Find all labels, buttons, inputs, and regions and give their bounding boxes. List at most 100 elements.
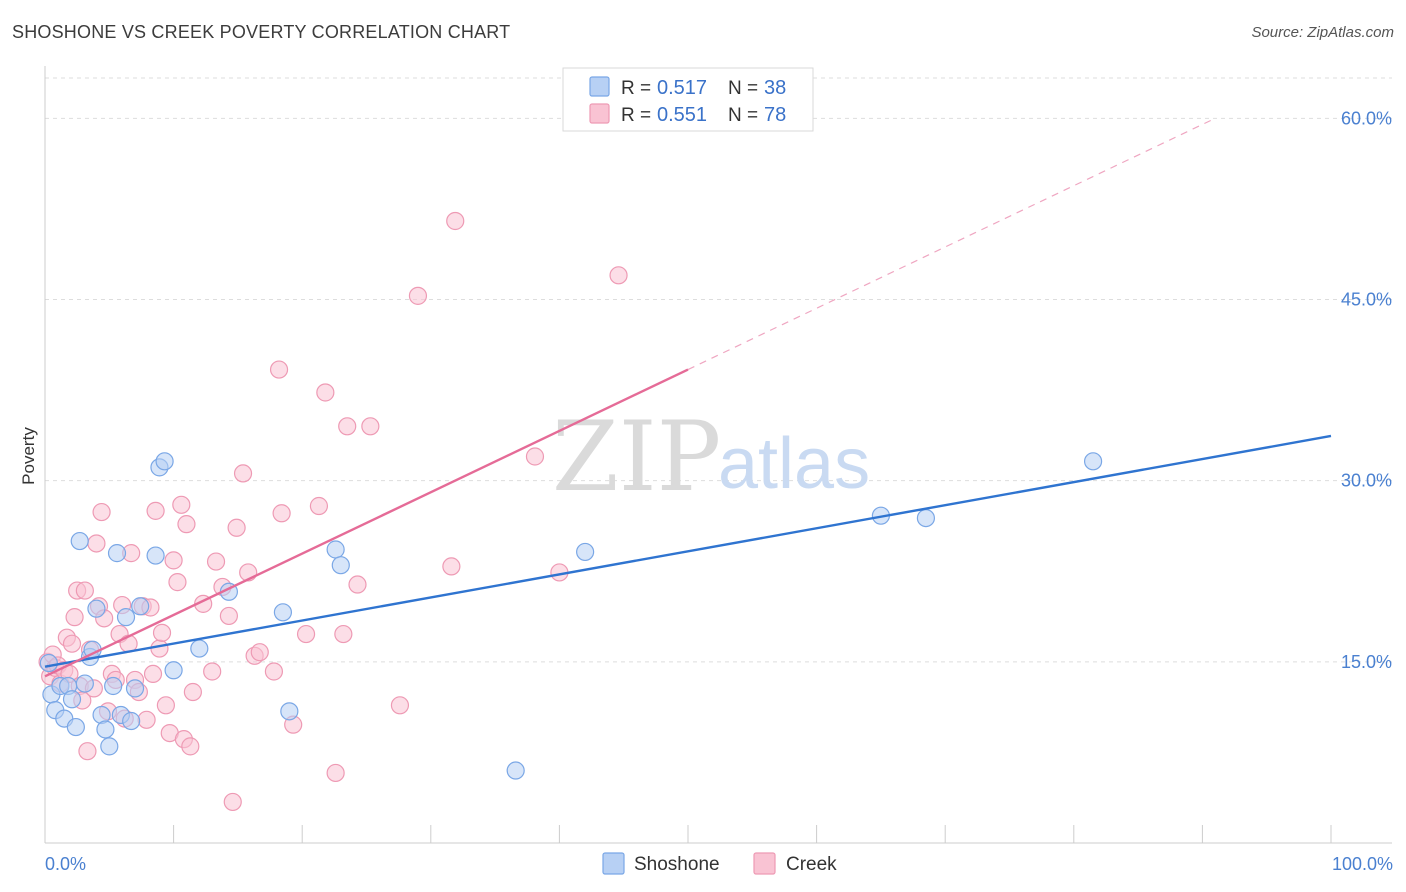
shoshone-point bbox=[100, 737, 119, 756]
y-tick-label: 30.0% bbox=[1341, 471, 1392, 491]
creek-point bbox=[219, 606, 238, 626]
creek-point bbox=[609, 266, 628, 285]
creek-point bbox=[62, 634, 82, 653]
chart-title: SHOSHONE VS CREEK POVERTY CORRELATION CH… bbox=[12, 22, 511, 42]
creek-trend-extension bbox=[687, 117, 1216, 371]
creek-point bbox=[65, 608, 84, 627]
shoshone-point bbox=[131, 597, 150, 616]
shoshone-point bbox=[122, 711, 141, 731]
creek-point bbox=[92, 502, 111, 522]
shoshone-point bbox=[62, 690, 82, 709]
trend-lines bbox=[44, 117, 1332, 678]
creek-point bbox=[272, 504, 291, 523]
axes bbox=[44, 66, 1392, 844]
creek-point bbox=[168, 573, 187, 592]
shoshone-point bbox=[146, 546, 165, 565]
legend-bottom-creek-swatch bbox=[753, 852, 776, 875]
chart-source: Source: ZipAtlas.com bbox=[1251, 24, 1394, 41]
creek-point bbox=[152, 623, 172, 642]
creek-point bbox=[309, 496, 329, 516]
legend-shoshone-swatch bbox=[589, 76, 610, 97]
legend-top: R = 0.517 N = 38 R = 0.551 N = 78 bbox=[562, 67, 814, 132]
legend-shoshone-r-value: 0.517 bbox=[657, 77, 707, 99]
shoshone-point bbox=[273, 603, 293, 622]
shoshone-point bbox=[39, 653, 58, 673]
creek-point bbox=[338, 417, 357, 436]
shoshone-point bbox=[164, 661, 183, 680]
creek-trend-line bbox=[44, 368, 689, 678]
legend-shoshone-r-label: R = bbox=[621, 78, 651, 99]
creek-point bbox=[348, 575, 367, 594]
creek-point bbox=[150, 639, 169, 658]
creek-point bbox=[146, 501, 165, 520]
creek-point bbox=[390, 696, 410, 715]
y-axis-label: Poverty bbox=[19, 427, 38, 485]
shoshone-point bbox=[96, 720, 115, 739]
shoshone-point bbox=[506, 761, 525, 780]
shoshone-point bbox=[116, 608, 136, 627]
shoshone-point bbox=[66, 717, 85, 737]
creek-point bbox=[164, 551, 183, 570]
creek-point bbox=[78, 742, 97, 761]
creek-point bbox=[223, 792, 242, 812]
creek-point bbox=[264, 662, 284, 681]
shoshone-point bbox=[107, 544, 127, 563]
creek-point bbox=[296, 624, 316, 644]
creek-point bbox=[316, 383, 335, 402]
creek-point bbox=[183, 682, 202, 702]
legend-bottom: Shoshone Creek bbox=[602, 852, 837, 875]
x-tick-label: 0.0% bbox=[45, 854, 86, 874]
watermark-zip: ZIP bbox=[552, 401, 721, 513]
legend-bottom-shoshone-label: Shoshone bbox=[634, 854, 720, 875]
creek-point bbox=[233, 464, 253, 483]
creek-point bbox=[227, 518, 246, 537]
shoshone-point bbox=[104, 676, 123, 696]
creek-point bbox=[203, 662, 222, 681]
shoshone-point bbox=[331, 556, 350, 575]
shoshone-trend-line bbox=[44, 434, 1332, 668]
legend-creek-r-value: 0.551 bbox=[657, 104, 707, 126]
creek-point bbox=[326, 763, 345, 783]
shoshone-point bbox=[87, 599, 106, 618]
creek-point bbox=[181, 737, 200, 756]
shoshone-point bbox=[75, 674, 94, 693]
creek-point bbox=[172, 495, 191, 514]
y-tick-label: 60.0% bbox=[1341, 108, 1392, 128]
creek-point bbox=[87, 534, 106, 553]
watermark-atlas: atlas bbox=[718, 424, 870, 504]
creek-point bbox=[143, 664, 163, 684]
shoshone-point bbox=[576, 542, 595, 562]
shoshone-point bbox=[326, 540, 345, 559]
legend-creek-n-value: 78 bbox=[764, 104, 786, 126]
creek-point bbox=[137, 710, 156, 729]
shoshone-point bbox=[190, 639, 209, 658]
legend-creek-swatch bbox=[589, 103, 610, 124]
shoshone-point bbox=[280, 702, 299, 721]
creek-point bbox=[269, 360, 289, 379]
legend-creek-n-label: N = bbox=[728, 105, 758, 126]
x-tick-label: 100.0% bbox=[1332, 854, 1393, 874]
creek-point bbox=[250, 643, 269, 662]
creek-point bbox=[334, 624, 353, 644]
watermark: ZIP atlas bbox=[552, 401, 870, 513]
shoshone-point bbox=[155, 452, 174, 471]
creek-point bbox=[177, 515, 196, 534]
creek-point bbox=[156, 696, 175, 715]
y-tick-label: 15.0% bbox=[1341, 652, 1392, 672]
creek-point bbox=[408, 286, 428, 305]
shoshone-point bbox=[916, 508, 936, 528]
legend-bottom-shoshone-swatch bbox=[602, 852, 625, 875]
y-tick-label: 45.0% bbox=[1341, 289, 1392, 309]
shoshone-point bbox=[125, 679, 145, 698]
creek-point bbox=[525, 447, 545, 466]
creek-point bbox=[206, 552, 226, 571]
creek-point bbox=[75, 581, 94, 600]
legend-bottom-creek-label: Creek bbox=[786, 854, 837, 875]
creek-point bbox=[442, 557, 461, 576]
tick-labels: 15.0% 30.0% 45.0% 60.0% 0.0% 100.0% bbox=[45, 108, 1393, 874]
shoshone-point bbox=[1083, 452, 1103, 471]
creek-point bbox=[361, 417, 380, 436]
legend-shoshone-n-value: 38 bbox=[764, 77, 786, 99]
shoshone-point bbox=[70, 531, 89, 551]
